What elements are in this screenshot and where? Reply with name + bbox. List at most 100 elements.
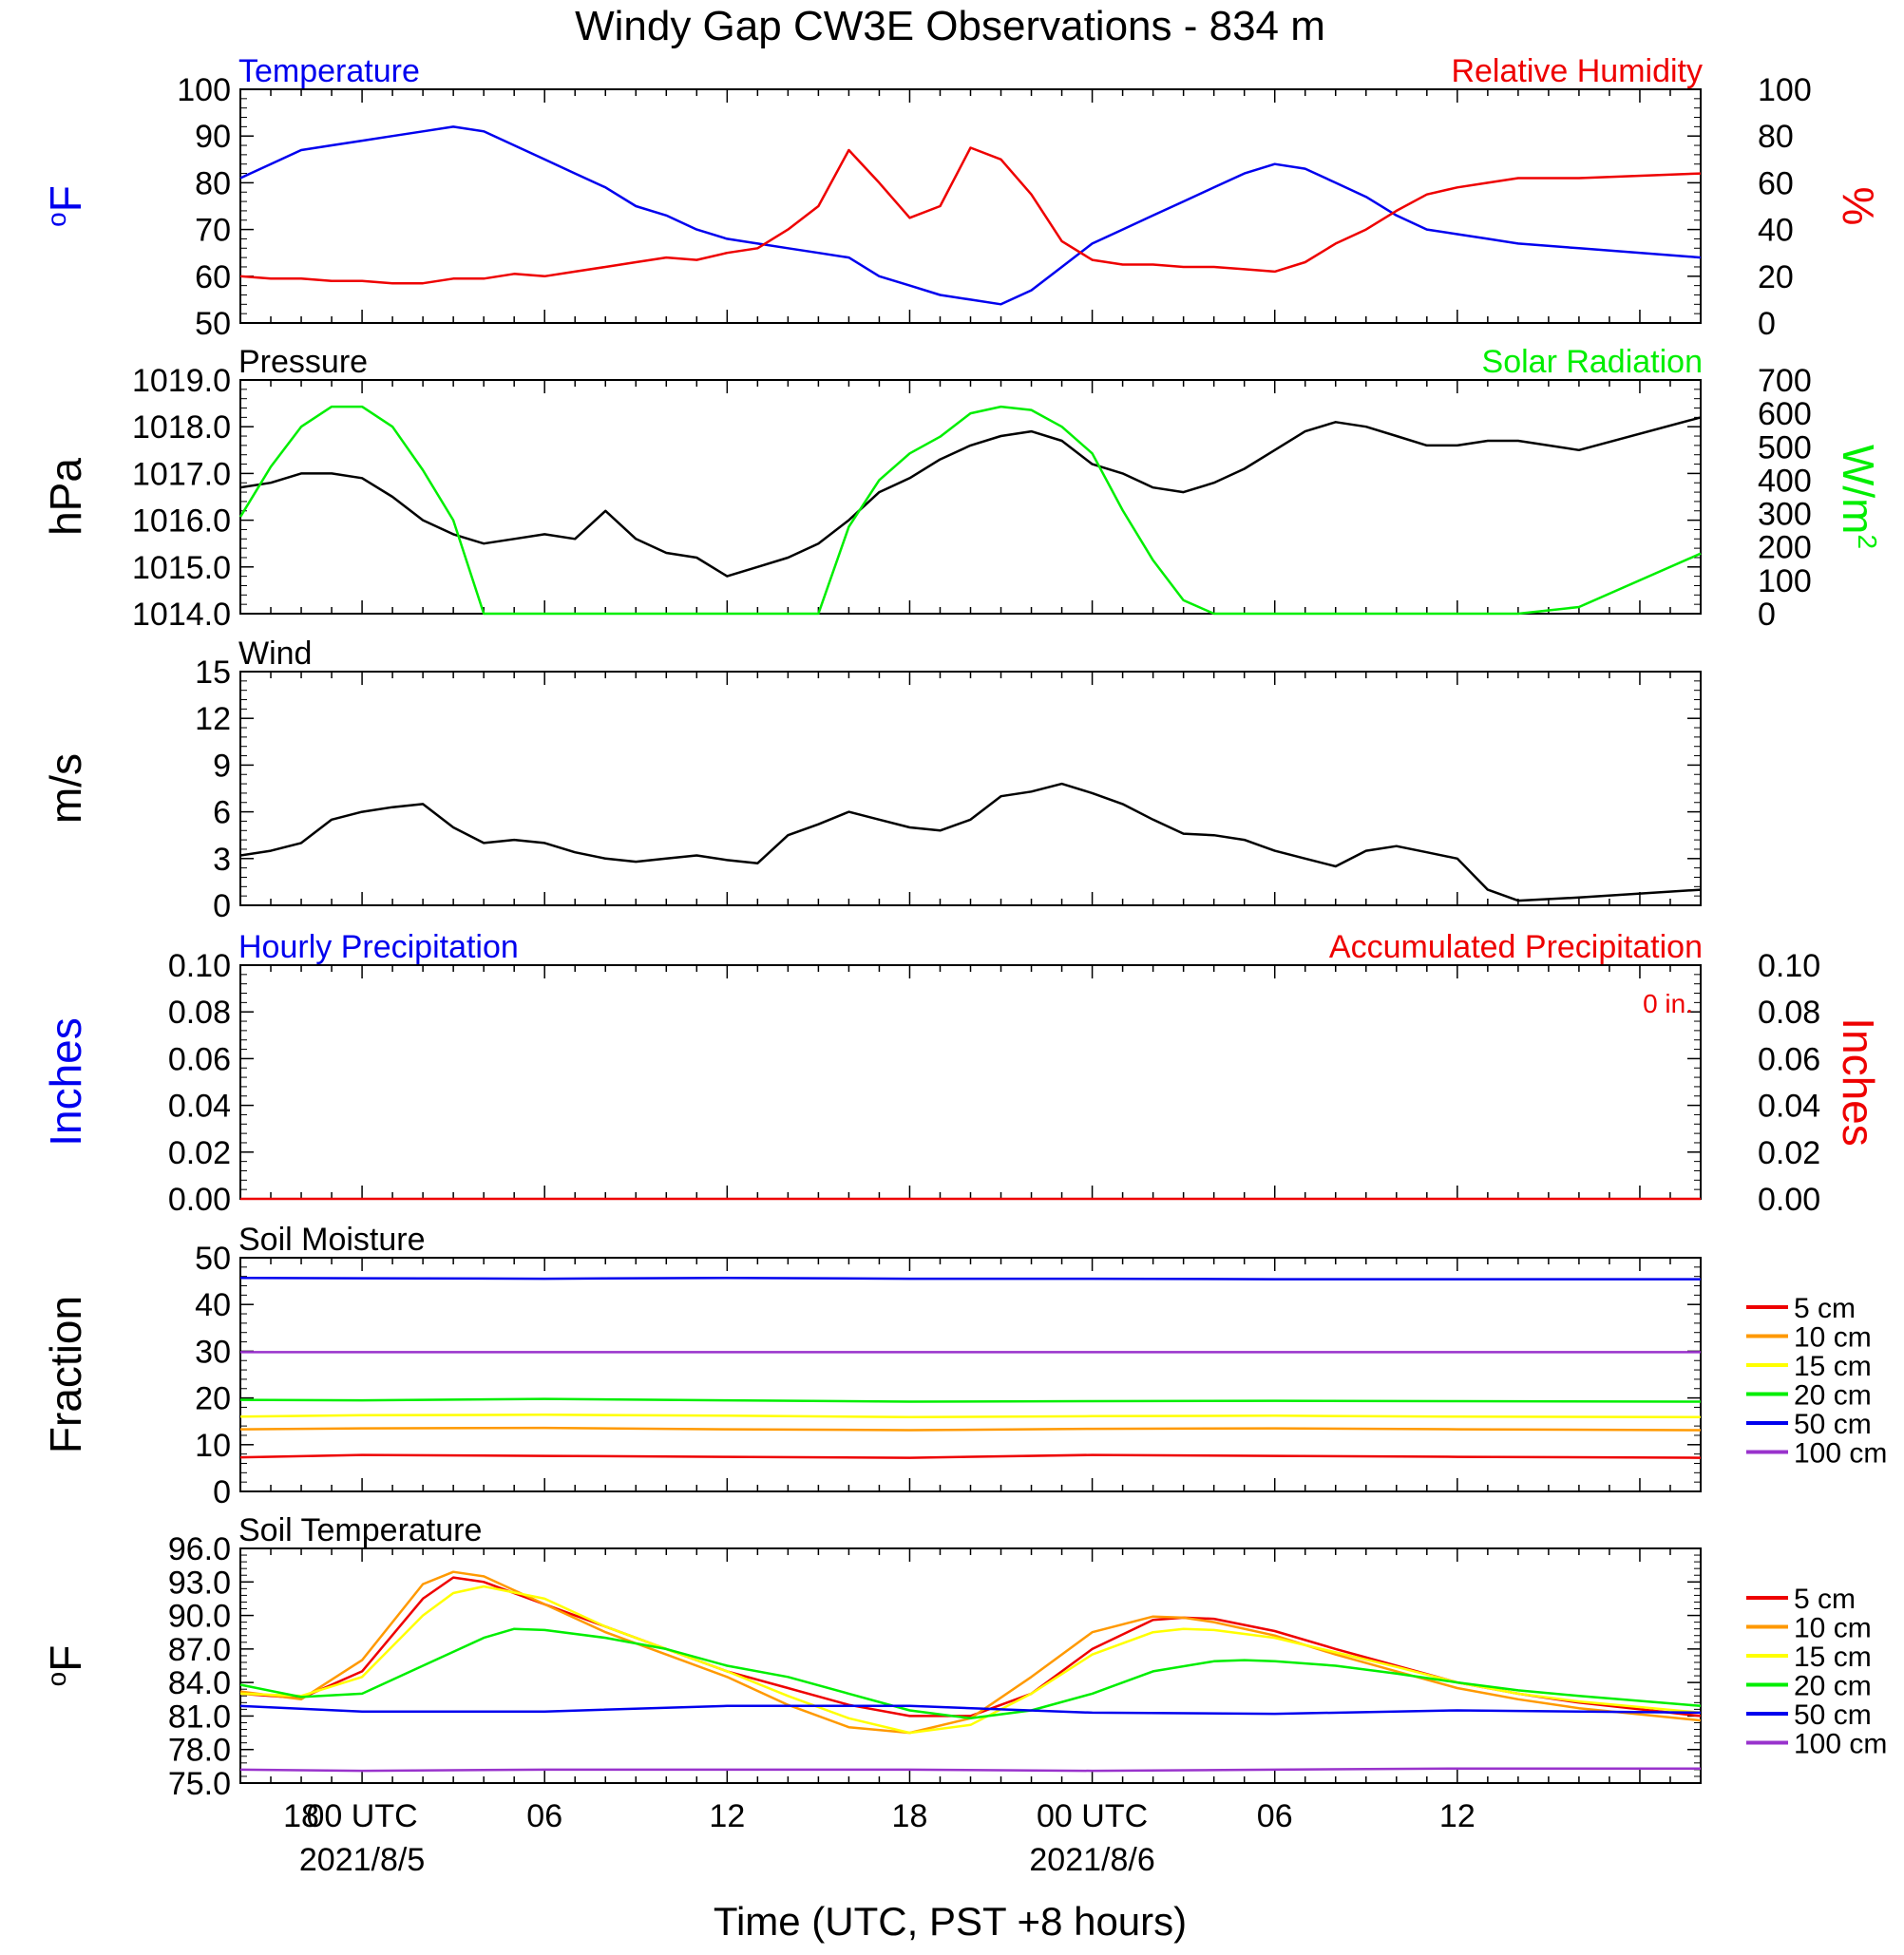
y-tick-label-left: 60 bbox=[195, 259, 231, 295]
x-tick-label: 00 UTC bbox=[1037, 1798, 1148, 1834]
plot-frame bbox=[239, 88, 1702, 324]
y-tick-label-right: 20 bbox=[1758, 259, 1794, 295]
y-tick-label-right: 0.04 bbox=[1758, 1089, 1820, 1125]
y-tick-label-right: 700 bbox=[1758, 363, 1812, 399]
y-axis-label-left: m/s bbox=[41, 753, 90, 824]
y-tick-label-left: 3 bbox=[213, 842, 231, 878]
x-tick-label: 06 bbox=[526, 1798, 562, 1834]
y-axis-label-left: Inches bbox=[41, 1017, 90, 1147]
y-tick-label-left: 15 bbox=[195, 655, 231, 691]
y-axis-label-right: % bbox=[1834, 187, 1883, 226]
panel-title-right: Solar Radiation bbox=[1482, 344, 1703, 380]
series-line-5-cm bbox=[239, 1576, 1702, 1718]
series-line-50-cm bbox=[239, 1704, 1702, 1716]
y-tick-label-left: 93.0 bbox=[168, 1565, 231, 1601]
y-tick-label-left: 78.0 bbox=[168, 1733, 231, 1769]
y-tick-label-right: 500 bbox=[1758, 429, 1812, 465]
y-tick-label-left: 40 bbox=[195, 1287, 231, 1323]
y-tick-label-right: 0.08 bbox=[1758, 995, 1820, 1031]
panel-title-left: Wind bbox=[238, 636, 312, 672]
y-axis-label-left: hPa bbox=[41, 458, 90, 536]
y-tick-label-left: 0.00 bbox=[168, 1182, 231, 1218]
panel-title-left: Temperature bbox=[238, 53, 420, 89]
panel-title-left: Soil Moisture bbox=[238, 1222, 426, 1258]
y-tick-label-left: 1014.0 bbox=[132, 597, 231, 633]
series-line-black bbox=[239, 416, 1702, 578]
y-tick-label-right: 0.02 bbox=[1758, 1135, 1820, 1171]
y-tick-label-right: 60 bbox=[1758, 165, 1794, 201]
y-tick-label-left: 1018.0 bbox=[132, 409, 231, 446]
y-tick-label-right: 100 bbox=[1758, 72, 1812, 108]
series-line-100-cm bbox=[239, 1767, 1701, 1773]
x-tick-label: 12 bbox=[709, 1798, 745, 1834]
y-tick-label-right: 0.06 bbox=[1758, 1041, 1820, 1077]
x-tick-label: 12 bbox=[1439, 1798, 1476, 1834]
series-line-red bbox=[239, 146, 1702, 285]
y-tick-label-right: 80 bbox=[1758, 119, 1794, 155]
y-tick-label-right: 0.10 bbox=[1758, 948, 1820, 984]
y-tick-label-left: 20 bbox=[195, 1381, 231, 1417]
series-line-20-cm bbox=[239, 1397, 1702, 1403]
y-tick-label-left: 30 bbox=[195, 1334, 231, 1370]
x-tick-label: 18 bbox=[892, 1798, 928, 1834]
y-tick-label-left: 1016.0 bbox=[132, 503, 231, 540]
legend-entry: 15 cm bbox=[1794, 1351, 1872, 1382]
panel-title-right: Relative Humidity bbox=[1451, 53, 1703, 89]
y-tick-label-left: 90.0 bbox=[168, 1599, 231, 1635]
x-tick-label: 06 bbox=[1257, 1798, 1293, 1834]
series-line-50-cm bbox=[239, 1276, 1701, 1281]
precip-annotation: 0 in. bbox=[1643, 989, 1693, 1018]
legend-entry: 5 cm bbox=[1794, 1584, 1856, 1615]
legend-entry: 20 cm bbox=[1794, 1671, 1872, 1702]
y-tick-label-right: 0 bbox=[1758, 306, 1776, 342]
y-tick-label-left: 1019.0 bbox=[132, 363, 231, 399]
x-tick-label: 00 UTC bbox=[307, 1798, 418, 1834]
y-tick-label-right: 600 bbox=[1758, 396, 1812, 432]
y-axis-label-right: Inches bbox=[1834, 1017, 1883, 1147]
y-tick-label-left: 0 bbox=[213, 888, 231, 924]
y-tick-label-left: 0.02 bbox=[168, 1135, 231, 1171]
y-tick-label-left: 90 bbox=[195, 119, 231, 155]
plot-frame bbox=[239, 671, 1702, 906]
series-line-20-cm bbox=[239, 1627, 1702, 1720]
panel-title-left: Pressure bbox=[238, 344, 368, 380]
series-line-10-cm bbox=[239, 1426, 1702, 1432]
series-line-green bbox=[238, 405, 1702, 616]
plot-frame bbox=[239, 1547, 1702, 1784]
panel-title-left: Soil Temperature bbox=[238, 1512, 482, 1548]
y-tick-label-left: 81.0 bbox=[168, 1699, 231, 1735]
y-axis-label-left: Fraction bbox=[41, 1296, 90, 1453]
y-tick-label-left: 50 bbox=[195, 306, 231, 342]
plot-frame bbox=[239, 964, 1702, 1200]
y-axis-label-left: oF bbox=[41, 1645, 90, 1687]
y-tick-label-right: 400 bbox=[1758, 463, 1812, 499]
y-tick-label-left: 0.04 bbox=[168, 1089, 231, 1125]
x-date-label: 2021/8/6 bbox=[1029, 1842, 1154, 1878]
y-tick-label-right: 100 bbox=[1758, 563, 1812, 599]
y-tick-label-left: 0 bbox=[213, 1474, 231, 1510]
panel-2: 1014.0 1015.0 1016.0 1017.0 1018.0 1019.0 0100… bbox=[41, 344, 1883, 633]
y-tick-label-left: 50 bbox=[195, 1241, 231, 1277]
y-tick-label-left: 96.0 bbox=[168, 1531, 231, 1567]
y-tick-label-right: 0.00 bbox=[1758, 1182, 1820, 1218]
y-tick-label-left: 70 bbox=[195, 213, 231, 249]
y-tick-label-left: 6 bbox=[213, 795, 231, 831]
y-axis-label-right: W/m2 bbox=[1834, 445, 1883, 549]
y-tick-label-right: 300 bbox=[1758, 497, 1812, 533]
plot-frame bbox=[239, 379, 1702, 615]
series-line-15-cm bbox=[239, 1414, 1702, 1419]
series-line-blue bbox=[239, 125, 1702, 306]
series-line-5-cm bbox=[239, 1453, 1702, 1459]
y-tick-label-left: 75.0 bbox=[168, 1766, 231, 1802]
panel-title-left: Hourly Precipitation bbox=[238, 929, 519, 965]
legend-entry: 50 cm bbox=[1794, 1699, 1872, 1731]
y-tick-label-left: 0.06 bbox=[168, 1041, 231, 1077]
panel-title-right: Accumulated Precipitation bbox=[1329, 929, 1703, 965]
legend-entry: 50 cm bbox=[1794, 1409, 1872, 1440]
y-tick-label-left: 10 bbox=[195, 1428, 231, 1464]
y-tick-label-right: 40 bbox=[1758, 213, 1794, 249]
legend-entry: 10 cm bbox=[1794, 1613, 1872, 1644]
